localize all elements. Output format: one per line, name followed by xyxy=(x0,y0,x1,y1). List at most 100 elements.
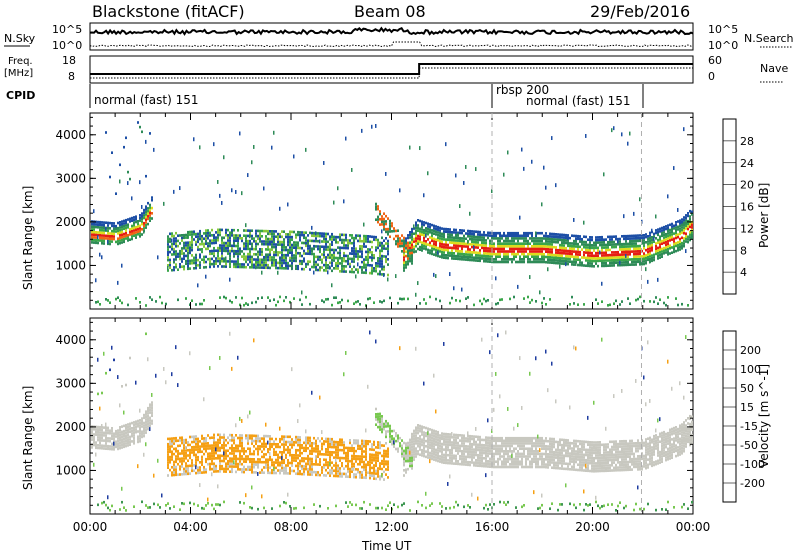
heat-cell xyxy=(301,451,303,455)
heat-cell xyxy=(489,242,491,245)
heat-cell xyxy=(265,458,267,462)
heat-cell xyxy=(561,254,563,258)
heat-cell xyxy=(409,233,411,237)
heat-cell xyxy=(509,234,511,238)
heat-cell xyxy=(229,462,231,466)
heat-cell xyxy=(539,239,541,243)
heat-cell xyxy=(477,254,479,257)
heat-cell xyxy=(137,220,139,223)
heat-cell xyxy=(307,439,309,442)
heat-cell xyxy=(267,458,269,462)
heat-cell xyxy=(261,253,263,256)
heat-cell xyxy=(315,439,317,443)
heat-cell xyxy=(239,441,241,445)
heat-cell xyxy=(521,247,523,251)
heat-cell xyxy=(411,453,413,457)
heat-cell xyxy=(661,234,663,238)
heat-cell xyxy=(235,244,237,248)
heat-cell xyxy=(363,465,365,469)
heat-cell xyxy=(263,506,265,510)
heat-cell xyxy=(641,249,643,253)
heat-cell xyxy=(353,239,355,243)
heat-cell xyxy=(495,252,497,256)
heat-cell xyxy=(607,304,609,307)
heat-cell xyxy=(507,150,509,155)
heat-cell xyxy=(409,236,411,239)
heat-cell xyxy=(403,266,405,270)
heat-cell xyxy=(221,454,223,458)
heat-cell xyxy=(183,257,185,261)
heat-cell xyxy=(245,258,247,261)
heat-cell xyxy=(251,258,253,261)
heat-cell xyxy=(531,231,533,235)
heat-cell xyxy=(211,449,213,453)
heat-cell xyxy=(187,249,189,252)
heat-cell xyxy=(299,443,301,447)
heat-cell xyxy=(389,235,391,239)
heat-cell xyxy=(185,259,187,263)
heat-cell xyxy=(267,440,269,445)
heat-cell xyxy=(523,247,525,251)
heat-cell xyxy=(295,506,297,510)
heat-cell xyxy=(131,196,133,201)
heat-cell xyxy=(603,251,605,255)
heat-cell xyxy=(243,234,245,238)
heat-cell xyxy=(613,240,615,244)
heat-cell xyxy=(481,246,483,250)
heat-cell xyxy=(175,439,177,443)
heat-cell xyxy=(107,226,109,230)
heat-cell xyxy=(369,264,371,267)
heat-cell xyxy=(271,442,273,446)
heat-cell xyxy=(253,450,255,453)
heat-cell xyxy=(361,260,363,264)
heat-cell xyxy=(379,412,381,416)
heat-cell xyxy=(343,446,345,450)
heat-cell xyxy=(295,472,297,476)
heat-cell xyxy=(285,453,287,457)
heat-cell xyxy=(465,255,467,259)
heat-cell xyxy=(423,247,425,250)
heat-cell xyxy=(147,409,149,413)
heat-cell xyxy=(215,238,217,242)
heat-cell xyxy=(483,241,485,245)
heat-cell xyxy=(383,470,385,474)
heat-cell xyxy=(667,234,669,238)
heat-cell xyxy=(327,471,329,475)
heat-cell xyxy=(533,239,535,243)
heat-cell xyxy=(611,240,613,244)
heat-cell xyxy=(639,295,641,299)
nave-label: Nave xyxy=(760,62,788,75)
heat-cell xyxy=(347,470,349,473)
heat-cell xyxy=(405,457,407,460)
heat-cell xyxy=(301,231,303,234)
heat-cell xyxy=(547,237,549,241)
heat-cell xyxy=(407,297,409,301)
heat-cell xyxy=(643,241,645,245)
heat-cell xyxy=(377,220,379,224)
heat-cell xyxy=(205,234,207,238)
heat-cell xyxy=(131,229,133,233)
heat-cell xyxy=(273,258,275,262)
heat-cell xyxy=(387,460,389,464)
heat-cell xyxy=(497,252,499,256)
heat-cell xyxy=(547,267,549,272)
heat-cell xyxy=(377,262,379,265)
heat-cell xyxy=(195,264,197,267)
heat-cell xyxy=(431,231,433,235)
heat-cell xyxy=(301,259,303,263)
heat-cell xyxy=(195,235,197,239)
heat-cell xyxy=(93,209,95,214)
heat-cell xyxy=(567,236,569,241)
heat-cell xyxy=(315,245,317,248)
heat-cell xyxy=(281,464,283,467)
heat-cell xyxy=(365,428,367,433)
heat-cell xyxy=(169,445,171,448)
heat-cell xyxy=(381,229,383,234)
heat-cell xyxy=(637,236,639,240)
heat-cell xyxy=(671,235,673,239)
heat-cell xyxy=(205,239,207,243)
heat-cell xyxy=(371,253,373,257)
heat-cell xyxy=(461,239,463,243)
heat-cell xyxy=(593,244,595,247)
heat-cell xyxy=(679,219,681,223)
